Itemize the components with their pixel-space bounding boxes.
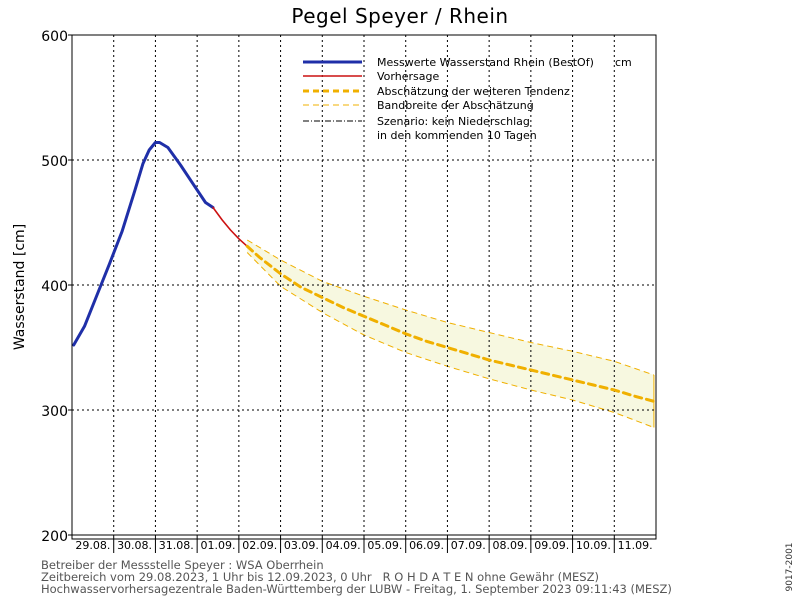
x-tick-label: 09.09. <box>534 539 569 552</box>
legend-unit: cm <box>615 56 632 69</box>
x-tick-label: 31.08. <box>159 539 194 552</box>
legend-label-trend: Abschätzung der weiteren Tendenz <box>377 85 570 98</box>
legend-label-scenario: Szenario: kein Niederschlag <box>377 115 530 128</box>
legend-label-measured: Messwerte Wasserstand Rhein (BestOf) <box>377 56 594 69</box>
y-tick-layer: 200 300 400 500 600 <box>41 29 72 545</box>
x-tick-label: 29.08. <box>75 539 110 552</box>
y-tick-label-500: 500 <box>41 154 68 170</box>
x-tick-label: 10.09. <box>576 539 611 552</box>
footer-operator: Betreiber der Messstelle Speyer : WSA Ob… <box>41 558 324 572</box>
series-forecast <box>212 206 248 248</box>
series-measured <box>72 141 215 347</box>
x-tick-label: 02.09. <box>242 539 277 552</box>
x-tick-layer: 29.08. 30.08. 31.08. 01.09. 02.09. 03.09. 04.0… <box>75 535 653 553</box>
x-tick-label: 03.09. <box>284 539 319 552</box>
x-tick-label: 07.09. <box>451 539 486 552</box>
x-tick-label: 06.09. <box>409 539 444 552</box>
x-tick-label: 05.09. <box>367 539 402 552</box>
legend-label-forecast: Vorhersage <box>377 70 439 83</box>
series-layer <box>72 141 656 403</box>
y-tick-label-400: 400 <box>41 279 68 295</box>
x-tick-label: 30.08. <box>117 539 152 552</box>
x-tick-label: 01.09. <box>201 539 236 552</box>
footer-agency: Hochwasservorhersagezentrale Baden-Württ… <box>41 582 672 596</box>
legend: Messwerte Wasserstand Rhein (BestOf) cm … <box>303 56 632 142</box>
band-upper <box>246 239 655 376</box>
y-tick-label-200: 200 <box>41 529 68 545</box>
x-tick-label: 04.09. <box>326 539 361 552</box>
x-tick-label: 11.09. <box>618 539 653 552</box>
legend-label-band: Bandbreite der Abschätzung <box>377 99 534 112</box>
grid-layer <box>72 35 656 535</box>
chart-title: Pegel Speyer / Rhein <box>291 4 509 28</box>
y-tick-label-600: 600 <box>41 29 68 45</box>
footer-time-range: Zeitbereich vom 29.08.2023, 1 Uhr bis 12… <box>41 570 599 584</box>
chart-code: 9017-2001 <box>785 542 795 592</box>
x-tick-label: 08.09. <box>493 539 528 552</box>
legend-label-scenario-line2: in den kommenden 10 Tagen <box>377 129 537 142</box>
y-tick-label-300: 300 <box>41 404 68 420</box>
band-fill <box>247 240 654 428</box>
series-trend <box>245 244 656 403</box>
